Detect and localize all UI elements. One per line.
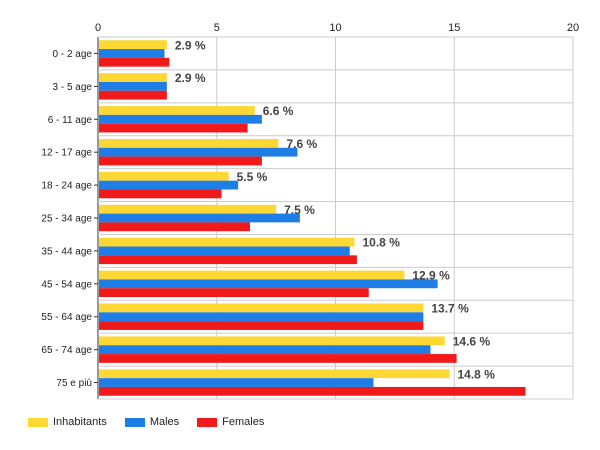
bar-inhabitants-8 [99, 303, 424, 313]
bar-males-1 [99, 81, 167, 91]
data-labels: 2.9 % 2.9 % 6.6 % 7.6 % 5.5 % 7.5 % 10.8 % 12.9… [175, 38, 495, 381]
bar-inhabitants-10 [99, 369, 450, 379]
data-label-6: 10.8 % [363, 236, 401, 250]
bar-females-7 [99, 288, 369, 298]
category-label-7: 45 - 54 age [41, 279, 92, 290]
data-label-0: 2.9 % [175, 38, 206, 52]
bar-inhabitants-5 [99, 204, 277, 214]
bar-males-7 [99, 279, 438, 289]
data-label-3: 7.6 % [287, 137, 318, 151]
bar-females-9 [99, 354, 457, 363]
category-label-8: 55 - 64 age [41, 312, 92, 323]
category-label-2: 6 - 11 age [48, 115, 93, 126]
bar-females-4 [99, 189, 222, 199]
data-label-1: 2.9 % [175, 71, 206, 85]
x-tick-label-0: 0 [95, 22, 101, 34]
bar-females-5 [99, 222, 250, 232]
category-label-6: 35 - 44 age [41, 246, 92, 257]
legend-swatch-females [197, 417, 218, 427]
legend-item-males: Males [124, 416, 180, 428]
bar-females-0 [99, 57, 170, 67]
bar-females-10 [99, 386, 526, 396]
legend-item-females: Females [197, 416, 264, 428]
bar-males-0 [99, 49, 165, 58]
bar-males-5 [99, 213, 300, 223]
legend: Inhabitants Males Females [28, 416, 282, 428]
x-tick-label-20: 20 [567, 22, 579, 34]
data-label-8: 13.7 % [431, 302, 469, 316]
bar-females-6 [99, 255, 357, 265]
data-label-10: 14.8 % [458, 367, 496, 381]
bar-inhabitants-6 [99, 237, 355, 247]
bar-males-2 [99, 114, 262, 124]
bar-inhabitants-2 [99, 106, 255, 115]
data-label-4: 5.5 % [237, 170, 268, 184]
bar-males-10 [99, 378, 374, 387]
category-labels: 0 - 2 age 3 - 5 age 6 - 11 age 12 - 17 age 1… [41, 49, 92, 389]
bar-inhabitants-9 [99, 336, 445, 346]
bars [99, 40, 526, 396]
legend-swatch-males [124, 417, 145, 427]
bar-females-8 [99, 321, 424, 330]
legend-item-inhabitants: Inhabitants [28, 416, 107, 428]
x-axis-ticks: 0 5 10 15 20 [95, 22, 579, 34]
bar-inhabitants-3 [99, 138, 279, 148]
legend-swatch-inhabitants [28, 417, 48, 427]
data-label-9: 14.6 % [453, 334, 491, 348]
bar-males-3 [99, 147, 298, 157]
bar-females-2 [99, 123, 248, 133]
category-label-9: 65 - 74 age [41, 345, 92, 356]
bar-males-9 [99, 345, 431, 355]
category-label-0: 0 - 2 age [53, 49, 93, 60]
data-label-5: 7.5 % [284, 203, 315, 217]
bar-inhabitants-1 [99, 73, 167, 82]
x-tick-label-15: 15 [448, 22, 460, 34]
bar-inhabitants-7 [99, 270, 405, 280]
legend-label-males: Males [149, 416, 180, 428]
category-label-5: 25 - 34 age [41, 214, 92, 225]
bar-males-6 [99, 246, 350, 256]
data-label-2: 6.6 % [263, 104, 294, 118]
bar-males-4 [99, 180, 239, 190]
x-tick-label-5: 5 [214, 22, 220, 34]
bar-inhabitants-0 [99, 40, 167, 50]
bar-females-1 [99, 90, 167, 100]
bar-males-8 [99, 312, 424, 322]
grid-lines [94, 36, 574, 400]
legend-label-inhabitants: Inhabitants [53, 416, 107, 428]
x-tick-label-10: 10 [329, 22, 341, 34]
category-label-1: 3 - 5 age [53, 82, 93, 93]
category-label-4: 18 - 24 age [41, 181, 92, 192]
category-label-3: 12 - 17 age [41, 148, 92, 159]
data-label-7: 12.9 % [412, 269, 450, 283]
bar-females-3 [99, 156, 262, 166]
category-label-10: 75 e più [56, 378, 92, 389]
legend-label-females: Females [222, 416, 265, 428]
bar-inhabitants-4 [99, 171, 229, 181]
